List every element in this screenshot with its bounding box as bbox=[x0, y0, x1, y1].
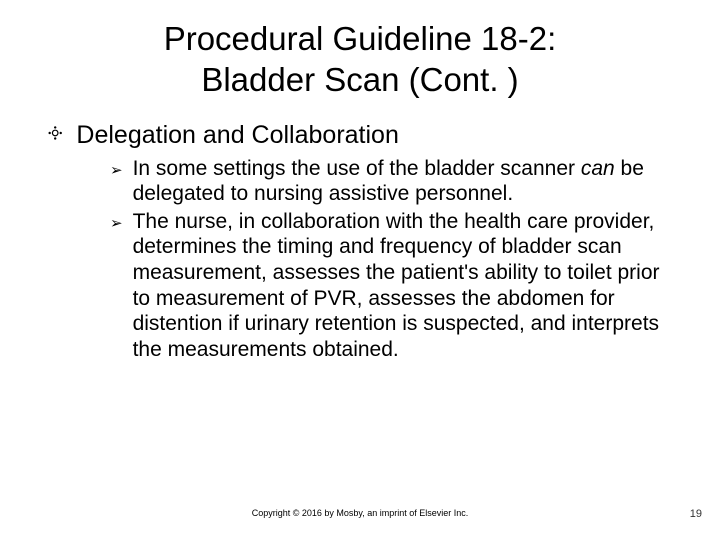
section-row: ༓ Delegation and Collaboration bbox=[48, 121, 672, 150]
sub1-prefix: In some settings the use of the bladder … bbox=[133, 157, 581, 180]
section-bullet-icon: ༓ bbox=[48, 121, 62, 147]
slide-title: Procedural Guideline 18-2: Bladder Scan … bbox=[48, 18, 672, 101]
chevron-right-icon: ➢ bbox=[110, 214, 123, 232]
slide: Procedural Guideline 18-2: Bladder Scan … bbox=[0, 0, 720, 540]
list-item: ➢ The nurse, in collaboration with the h… bbox=[110, 209, 672, 363]
title-line-1: Procedural Guideline 18-2: bbox=[164, 20, 557, 57]
sub-item-1-text: In some settings the use of the bladder … bbox=[133, 156, 672, 207]
title-line-2: Bladder Scan (Cont. ) bbox=[201, 61, 518, 98]
sub-list: ➢ In some settings the use of the bladde… bbox=[110, 156, 672, 363]
copyright-text: Copyright © 2016 by Mosby, an imprint of… bbox=[0, 508, 720, 518]
list-item: ➢ In some settings the use of the bladde… bbox=[110, 156, 672, 207]
sub1-can: can bbox=[581, 157, 615, 180]
section-heading: Delegation and Collaboration bbox=[76, 121, 398, 150]
page-number: 19 bbox=[690, 508, 702, 520]
chevron-right-icon: ➢ bbox=[110, 161, 123, 179]
sub-item-2-text: The nurse, in collaboration with the hea… bbox=[133, 209, 672, 363]
